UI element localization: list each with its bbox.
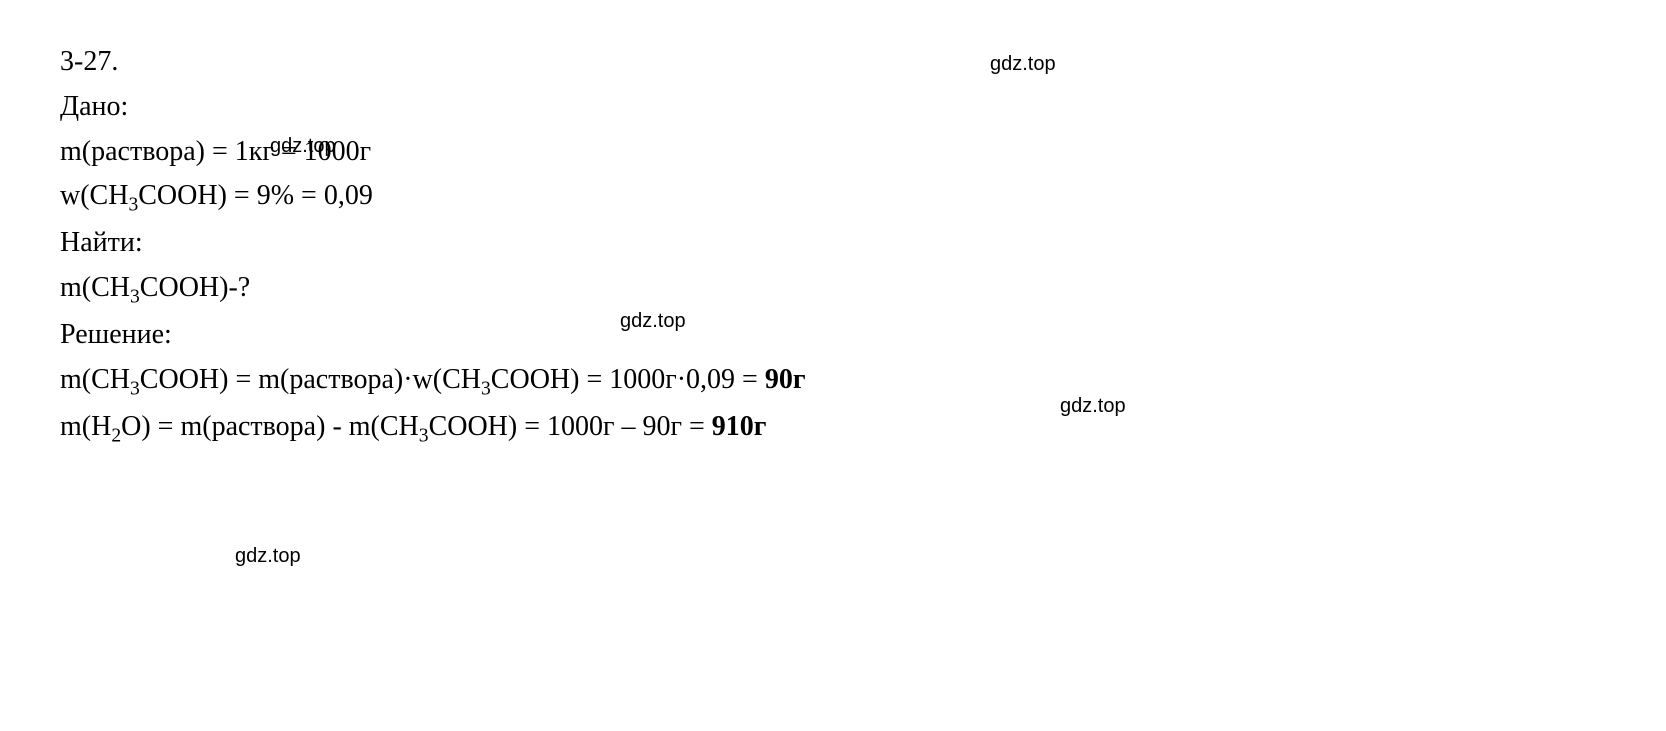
sol2-p3: COOH) = 1000г – 90г = bbox=[429, 411, 712, 442]
given-2-val2: 0,09 bbox=[324, 180, 373, 211]
sol2-s1: 2 bbox=[111, 425, 121, 446]
given-line-1: m(раствора) = 1кг = 1000г bbox=[60, 130, 1606, 175]
solution-line-1: m(CH3COOH) = m(раствора)·w(CH3COOH) = 10… bbox=[60, 358, 1606, 405]
problem-number: 3-27. bbox=[60, 40, 1606, 85]
sol1-s1: 3 bbox=[130, 378, 140, 399]
given-2-mid: COOH) = bbox=[138, 180, 256, 211]
find-sub1: 3 bbox=[130, 287, 140, 308]
find-line: m(CH3COOH)-? bbox=[60, 266, 1606, 313]
sol2-p1: m(H bbox=[60, 411, 111, 442]
sol1-p1: m(CH bbox=[60, 364, 130, 395]
sol1-s2: 3 bbox=[481, 378, 491, 399]
sol2-p2: O) = m(раствора) - m(CH bbox=[121, 411, 419, 442]
given-1-val2: 1000г bbox=[304, 136, 371, 167]
watermark: gdz.top bbox=[235, 540, 301, 572]
given-1-eq: = bbox=[274, 136, 304, 167]
sol1-p3: COOH) = 1000г·0,09 = bbox=[491, 364, 765, 395]
given-2-sub1: 3 bbox=[128, 195, 138, 216]
solution-label-line: Решение: bbox=[60, 313, 1606, 358]
given-2-val1: 9% bbox=[257, 180, 294, 211]
find-label-line: Найти: bbox=[60, 221, 1606, 266]
given-label: Дано: bbox=[60, 91, 128, 122]
given-line-2: w(CH3COOH) = 9% = 0,09 bbox=[60, 174, 1606, 221]
sol1-p2: COOH) = m(раствора)·w(CH bbox=[140, 364, 481, 395]
find-prefix: m(CH bbox=[60, 272, 130, 303]
given-1-prefix: m(раствора) = bbox=[60, 136, 235, 167]
given-label-line: Дано: bbox=[60, 85, 1606, 130]
problem-content: 3-27. Дано: m(раствора) = 1кг = 1000г w(… bbox=[60, 40, 1606, 452]
sol1-result: 90г bbox=[765, 364, 806, 395]
find-label: Найти: bbox=[60, 227, 143, 258]
sol2-s2: 3 bbox=[419, 425, 429, 446]
problem-number-text: 3-27. bbox=[60, 46, 118, 77]
find-suffix: COOH)-? bbox=[140, 272, 250, 303]
given-2-eq: = bbox=[294, 180, 324, 211]
solution-label: Решение: bbox=[60, 319, 172, 350]
sol2-result: 910г bbox=[712, 411, 767, 442]
given-2-prefix: w(CH bbox=[60, 180, 128, 211]
given-1-val1: 1кг bbox=[235, 136, 274, 167]
solution-line-2: m(H2O) = m(раствора) - m(CH3COOH) = 1000… bbox=[60, 405, 1606, 452]
